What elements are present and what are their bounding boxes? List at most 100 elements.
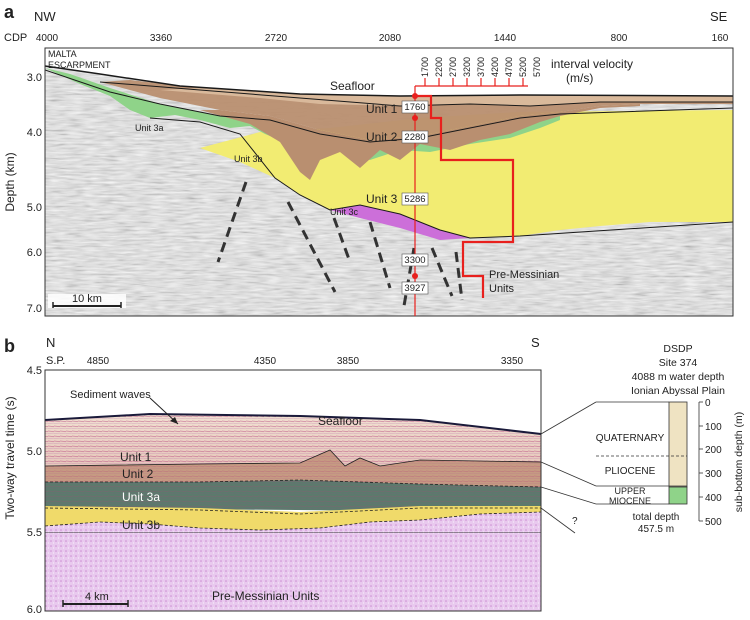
- pre-messinian-area-b: [45, 512, 541, 533]
- velocity-scale-label: 2700: [448, 57, 458, 77]
- unit-1-label-b: Unit 1: [120, 450, 152, 464]
- total-depth-label-line1: total depth: [633, 512, 680, 523]
- unit-1-area-b: [45, 414, 541, 475]
- cdp-tick: 2080: [379, 33, 402, 44]
- scale-bar-b: [62, 600, 129, 607]
- panel-a-dir-left: NW: [34, 9, 56, 24]
- depth-tick: 6.0: [27, 247, 42, 259]
- seismic-section-a: [45, 48, 733, 316]
- velocity-value: 2280: [404, 132, 425, 143]
- panel-b-lower: [44, 369, 542, 612]
- unit-3b-label-b: Unit 3b: [122, 518, 160, 532]
- seafloor-label-b: Seafloor: [318, 414, 363, 428]
- twt-tick: 5.0: [27, 446, 42, 458]
- velocity-value: 5286: [404, 194, 425, 205]
- panel-a-dir-right: SE: [710, 9, 728, 24]
- seismic-section-b: [45, 370, 541, 533]
- unit-3a-label-b: Unit 3a: [122, 490, 160, 504]
- unit-1-label-a: Unit 1: [366, 102, 398, 116]
- cdp-tick-labels: 4000 3360 2720 2080 1440 800 160: [36, 33, 729, 44]
- panel-b-dir-left: N: [46, 335, 55, 350]
- unit-3c-area: [330, 205, 470, 240]
- unit-3a-label-a: Unit 3a: [135, 123, 164, 133]
- sp-tick: 4350: [254, 356, 277, 367]
- unit-3c-label-a: Unit 3c: [330, 207, 359, 217]
- dsdp-depth-tick: 500: [705, 517, 722, 528]
- cdp-tick: 3360: [150, 33, 173, 44]
- panel-b-ylabel: Two-way travel time (s): [3, 396, 17, 519]
- velocity-scale-label: 3200: [462, 57, 472, 77]
- question-mark: ?: [572, 516, 578, 527]
- upper-miocene-label-line2: MIOCENE: [609, 496, 651, 506]
- dsdp-header: DSDP Site 374 4088 m water depth Ionian …: [631, 343, 725, 397]
- dsdp-depth-axis: [698, 401, 703, 522]
- dsdp-line4: Ionian Abyssal Plain: [631, 385, 725, 397]
- malta-label-line1: MALTA: [48, 49, 77, 59]
- panel-b-label: b: [4, 336, 15, 356]
- pliocene-label: PLIOCENE: [605, 466, 656, 477]
- panel-b-dir-right: S: [531, 335, 540, 350]
- panel-a-ylabel: Depth (km): [3, 152, 17, 211]
- cdp-tick: 160: [712, 33, 729, 44]
- velocity-scale-label: 5200: [518, 57, 528, 77]
- depth-tick: 3.0: [27, 72, 42, 84]
- sp-tick: 3350: [501, 356, 524, 367]
- velocity-value: 3300: [404, 255, 425, 266]
- velocity-value: 1760: [404, 102, 425, 113]
- panel-b-yticks: 4.5 5.0 5.5 6.0: [27, 365, 42, 616]
- dsdp-stratigraphy-labels: QUATERNARY PLIOCENE UPPER MIOCENE total …: [596, 433, 680, 535]
- velocity-scale-labels: 1700 2200 2700 3200 3700 4200 4700 5200 …: [420, 57, 542, 77]
- sp-tick: 4850: [87, 356, 110, 367]
- velocity-scale-label: 4200: [490, 57, 500, 77]
- pre-messinian-label-a-line2: Units: [489, 283, 515, 295]
- pre-messinian-label-a-line1: Pre-Messinian: [489, 269, 559, 281]
- scale-bar-a-label: 10 km: [72, 293, 102, 305]
- scale-bar-b-label: 4 km: [85, 591, 109, 603]
- dsdp-line1: DSDP: [663, 343, 692, 355]
- unit-2-label-a: Unit 2: [366, 130, 398, 144]
- depth-tick: 5.0: [27, 202, 42, 214]
- cdp-label: CDP: [4, 32, 27, 44]
- cdp-tick: 2720: [265, 33, 288, 44]
- sp-tick-labels: 4850 4350 3850 3350: [87, 356, 524, 367]
- dsdp-line2: Site 374: [659, 357, 698, 369]
- depth-tick: 7.0: [27, 303, 42, 315]
- velocity-scale-label: 4700: [504, 57, 514, 77]
- velocity-scale-label: 1700: [420, 57, 430, 77]
- unit-3-label-a: Unit 3: [366, 192, 398, 206]
- twt-tick: 4.5: [27, 365, 42, 377]
- dsdp-depth-ticks: 0 100 200 300 400 500: [705, 398, 722, 528]
- pre-messinian-label-b-lower: Pre-Messinian Units: [212, 589, 319, 603]
- velocity-scale-label: 3700: [476, 57, 486, 77]
- twt-tick: 6.0: [27, 604, 42, 616]
- velocity-value-boxes: 1760 2280 5286 3300 3927: [401, 100, 429, 295]
- unit-2-label-b: Unit 2: [122, 467, 154, 481]
- twt-tick: 5.5: [27, 527, 42, 539]
- panel-a-frame: [44, 47, 734, 317]
- velocity-unit: (m/s): [566, 71, 593, 85]
- unit-1-area: [160, 88, 733, 106]
- fault-lines: [216, 181, 464, 307]
- dsdp-depth-tick: 100: [705, 422, 722, 433]
- velocity-scale-label: 5700: [532, 57, 542, 77]
- malta-label-line2: ESCARPMENT: [48, 60, 111, 70]
- velocity-title: interval velocity: [551, 57, 633, 71]
- panel-a-yticks: 3.0 4.0 5.0 6.0 7.0: [27, 72, 42, 315]
- sediment-waves-label: Sediment waves: [70, 389, 151, 401]
- cdp-tick: 800: [611, 33, 628, 44]
- quaternary-label: QUATERNARY: [596, 433, 665, 444]
- seafloor-label-a: Seafloor: [330, 79, 375, 93]
- panel-a-label: a: [4, 2, 15, 22]
- total-depth-label-line2: 457.5 m: [638, 524, 674, 535]
- cdp-tick: 4000: [36, 33, 59, 44]
- depth-tick: 4.0: [27, 127, 42, 139]
- cdp-tick: 1440: [494, 33, 517, 44]
- sp-label: S.P.: [46, 355, 65, 367]
- unit-3b-label-a: Unit 3b: [234, 154, 263, 164]
- scale-bar-a: [48, 294, 126, 308]
- dsdp-depth-tick: 400: [705, 493, 722, 504]
- dsdp-line3: 4088 m water depth: [632, 371, 725, 383]
- upper-miocene-label-line1: UPPER: [614, 486, 646, 496]
- velocity-scale-label: 2200: [434, 57, 444, 77]
